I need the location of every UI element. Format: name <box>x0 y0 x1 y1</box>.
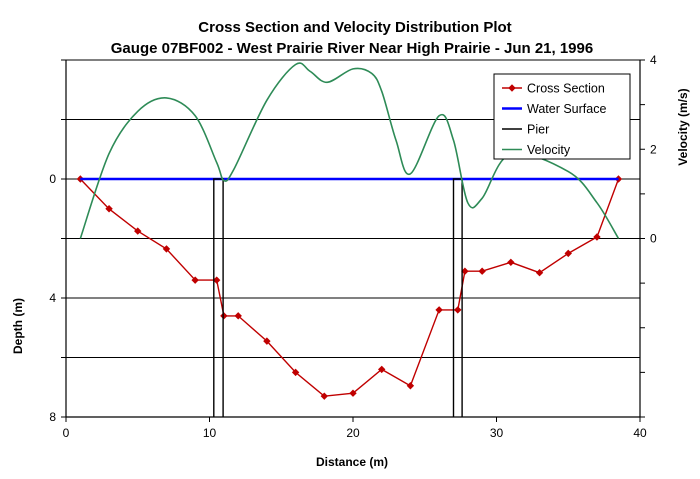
series-layer <box>76 62 623 417</box>
chart-subtitle: Gauge 07BF002 - West Prairie River Near … <box>111 40 593 57</box>
y-right-tick-label: 4 <box>650 53 657 67</box>
y-left-tick-label: 8 <box>49 410 56 424</box>
x-tick-label: 10 <box>203 426 217 440</box>
pier-line <box>213 178 224 417</box>
cross-section-point <box>406 382 415 390</box>
axes <box>61 59 645 422</box>
cross-section-point <box>105 205 113 213</box>
legend: Cross Section Water Surface Pier Velocity <box>493 73 631 160</box>
cross-section-point <box>191 276 199 284</box>
cross-section-point <box>435 306 443 314</box>
legend-label-pier: Pier <box>527 123 549 137</box>
y-axis-right-title: Velocity (m/s) <box>676 88 690 165</box>
x-tick-label: 30 <box>490 426 504 440</box>
pier-line <box>452 178 463 417</box>
cross-section-point <box>454 306 462 314</box>
y-right-tick-label: 0 <box>650 232 657 246</box>
cross-section-point <box>291 368 300 377</box>
cross-section-point <box>220 312 228 320</box>
x-tick-label: 0 <box>63 426 70 440</box>
cross-section-point <box>535 269 544 277</box>
y-axis-left-title: Depth (m) <box>11 298 25 354</box>
cross-section-point <box>320 392 329 400</box>
cross-section-point <box>234 312 242 320</box>
cross-section-point <box>377 365 386 374</box>
legend-label-velocity: Velocity <box>527 143 571 157</box>
cross-section-point <box>478 267 486 275</box>
legend-marker-cross-section <box>508 84 516 92</box>
cross-section-point <box>263 337 271 345</box>
x-axis-title: Distance (m) <box>316 455 388 469</box>
cross-section-point <box>564 249 572 258</box>
cross-section-point <box>593 233 601 241</box>
cross-section-point <box>461 267 469 275</box>
chart-title: Cross Section and Velocity Distribution … <box>198 19 511 36</box>
cross-section-point <box>212 276 221 284</box>
velocity-line <box>79 62 620 239</box>
cross-section-point <box>507 258 515 267</box>
y-left-tick-label: 0 <box>49 172 56 186</box>
legend-label-water-surface: Water Surface <box>527 102 606 116</box>
legend-label-cross-section: Cross Section <box>527 82 605 96</box>
y-right-tick-label: 2 <box>650 142 657 156</box>
x-tick-label: 20 <box>346 426 360 440</box>
x-tick-label: 40 <box>633 426 647 440</box>
cross-section-point <box>162 245 171 253</box>
cross-section-point <box>134 227 142 235</box>
y-left-tick-label: 4 <box>49 291 56 305</box>
cross-section-point <box>349 389 357 397</box>
